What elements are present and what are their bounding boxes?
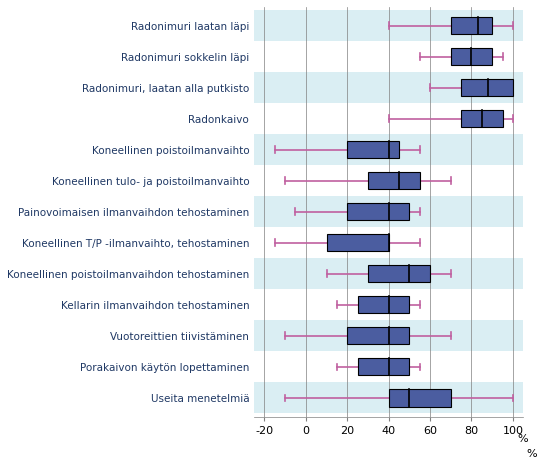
- FancyBboxPatch shape: [326, 234, 389, 251]
- FancyBboxPatch shape: [461, 110, 502, 127]
- FancyBboxPatch shape: [358, 296, 409, 313]
- FancyBboxPatch shape: [461, 79, 513, 96]
- FancyBboxPatch shape: [368, 172, 420, 189]
- Bar: [254, 196, 523, 227]
- Bar: [254, 383, 523, 413]
- Bar: [254, 72, 523, 103]
- FancyBboxPatch shape: [347, 328, 409, 345]
- Bar: [254, 134, 523, 165]
- Bar: [254, 289, 523, 320]
- FancyBboxPatch shape: [451, 48, 492, 65]
- Text: %: %: [526, 450, 536, 459]
- Bar: [254, 258, 523, 289]
- FancyBboxPatch shape: [347, 203, 409, 220]
- FancyBboxPatch shape: [451, 17, 492, 34]
- Bar: [254, 165, 523, 196]
- Bar: [254, 103, 523, 134]
- Bar: [254, 320, 523, 352]
- Bar: [254, 352, 523, 383]
- Bar: [254, 10, 523, 41]
- Bar: [254, 227, 523, 258]
- FancyBboxPatch shape: [368, 265, 430, 282]
- FancyBboxPatch shape: [358, 359, 409, 376]
- Text: %: %: [517, 434, 528, 444]
- FancyBboxPatch shape: [347, 141, 399, 158]
- FancyBboxPatch shape: [389, 389, 451, 407]
- Bar: [254, 41, 523, 72]
